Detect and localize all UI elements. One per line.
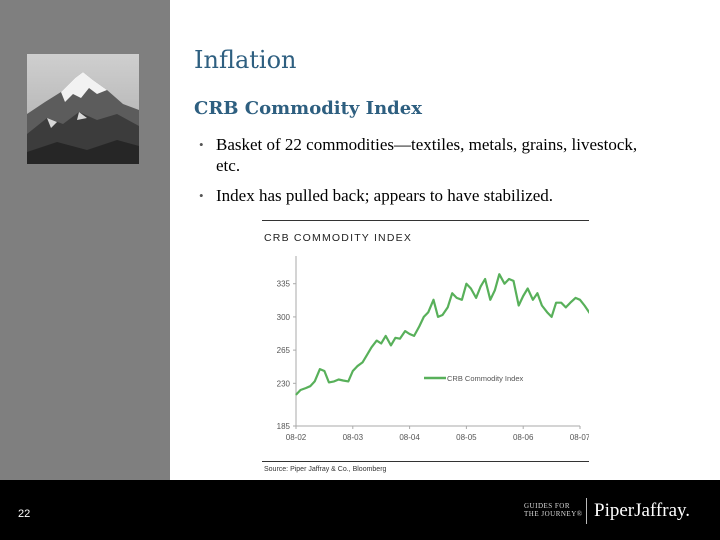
data-point xyxy=(356,365,358,367)
data-point xyxy=(441,314,444,316)
series-line xyxy=(295,273,589,396)
data-point xyxy=(338,378,340,381)
data-point xyxy=(390,344,392,346)
data-point xyxy=(527,287,529,290)
data-point xyxy=(399,338,401,340)
data-point xyxy=(489,299,491,301)
x-tick-label: 08-04 xyxy=(399,433,420,442)
data-point xyxy=(456,297,458,299)
data-point xyxy=(465,283,467,285)
data-point xyxy=(394,337,396,339)
chart-axes: 185 230 265 300 335 08-02 08-03 08-04 08-05 08-06… xyxy=(277,256,589,442)
data-point xyxy=(299,389,302,391)
x-tick-label: 08-02 xyxy=(286,433,307,442)
data-point xyxy=(418,325,420,327)
data-point xyxy=(361,361,364,363)
guides-line-2: THE JOURNEY® xyxy=(524,510,583,518)
chart-plot-area xyxy=(295,273,589,396)
data-point xyxy=(475,297,477,299)
data-point xyxy=(352,370,354,372)
data-point xyxy=(583,304,586,307)
data-point xyxy=(342,379,344,382)
data-point xyxy=(380,342,382,345)
data-point xyxy=(565,306,567,308)
slide-subtitle: CRB Commodity Index xyxy=(194,98,422,119)
guides-line-1: GUIDES FOR xyxy=(524,502,571,510)
chart-legend: CRB Commodity Index xyxy=(424,374,524,383)
data-point xyxy=(470,287,472,290)
data-point xyxy=(319,368,321,370)
data-point xyxy=(461,299,463,301)
x-tick-label: 08-06 xyxy=(513,433,534,442)
data-point xyxy=(370,346,373,348)
y-tick-label: 265 xyxy=(277,346,291,355)
data-point xyxy=(314,380,316,382)
mountain-photo xyxy=(27,54,139,164)
x-tick-label: 08-03 xyxy=(343,433,364,442)
piperjaffray-logo: PiperJaffray. xyxy=(594,500,691,521)
data-point xyxy=(347,380,349,382)
data-point xyxy=(447,306,449,308)
slide-title: Inflation xyxy=(194,46,297,74)
y-tick-label: 300 xyxy=(277,313,291,322)
bullet-text: Basket of 22 commodities—textiles, metal… xyxy=(216,135,638,175)
chart-title: CRB COMMODITY INDEX xyxy=(264,232,412,244)
data-point xyxy=(432,299,435,301)
data-point xyxy=(437,316,439,318)
y-tick-label: 230 xyxy=(277,379,291,388)
bullet-item: • Basket of 22 commodities—textiles, meta… xyxy=(194,134,654,176)
data-point xyxy=(427,311,429,313)
x-tick-label: 08-07 xyxy=(570,433,589,442)
data-point xyxy=(518,304,520,307)
bullet-icon: • xyxy=(199,137,204,152)
data-point xyxy=(309,385,311,387)
guides-logo: GUIDES FOR THE JOURNEY® xyxy=(524,502,586,518)
bullet-list: • Basket of 22 commodities—textiles, meta… xyxy=(194,134,654,215)
data-point xyxy=(579,299,581,301)
data-point xyxy=(569,302,571,304)
data-point xyxy=(413,335,415,337)
data-point xyxy=(451,292,453,294)
bullet-icon: • xyxy=(199,188,204,203)
data-point xyxy=(385,335,387,337)
data-point xyxy=(494,289,496,291)
data-point xyxy=(551,316,553,318)
data-point xyxy=(508,278,510,280)
bullet-item: • Index has pulled back; appears to have … xyxy=(194,185,654,206)
data-point xyxy=(541,304,543,307)
data-point xyxy=(574,297,577,299)
data-point xyxy=(366,354,368,356)
data-point xyxy=(376,340,378,342)
data-point xyxy=(305,387,307,389)
data-point xyxy=(295,394,297,396)
data-point xyxy=(404,330,406,332)
x-tick-label: 08-05 xyxy=(456,433,477,442)
data-point xyxy=(333,380,335,382)
data-point xyxy=(546,311,548,313)
data-point xyxy=(536,292,538,294)
data-point xyxy=(423,316,425,318)
data-point xyxy=(480,286,482,288)
data-point xyxy=(498,273,500,275)
footer-bar: 22 GUIDES FOR THE JOURNEY® PiperJaffray. xyxy=(0,480,720,540)
data-point xyxy=(503,283,506,285)
y-tick-label: 185 xyxy=(277,422,291,431)
data-point xyxy=(560,302,562,304)
data-point xyxy=(522,295,524,297)
data-point xyxy=(328,381,330,383)
y-tick-label: 335 xyxy=(277,280,291,289)
data-point xyxy=(532,299,534,301)
data-point xyxy=(323,370,325,372)
data-point xyxy=(484,278,486,280)
data-point xyxy=(409,333,411,335)
bullet-text: Index has pulled back; appears to have s… xyxy=(216,186,554,205)
page-number: 22 xyxy=(18,508,31,520)
data-point xyxy=(555,302,557,304)
crb-chart: CRB COMMODITY INDEX 185 230 265 300 335 08-02… xyxy=(262,220,589,473)
legend-label: CRB Commodity Index xyxy=(447,374,524,383)
logo-divider xyxy=(586,498,587,524)
data-point xyxy=(512,280,515,282)
chart-source: Source: Piper Jaffray & Co., Bloomberg xyxy=(264,466,387,473)
